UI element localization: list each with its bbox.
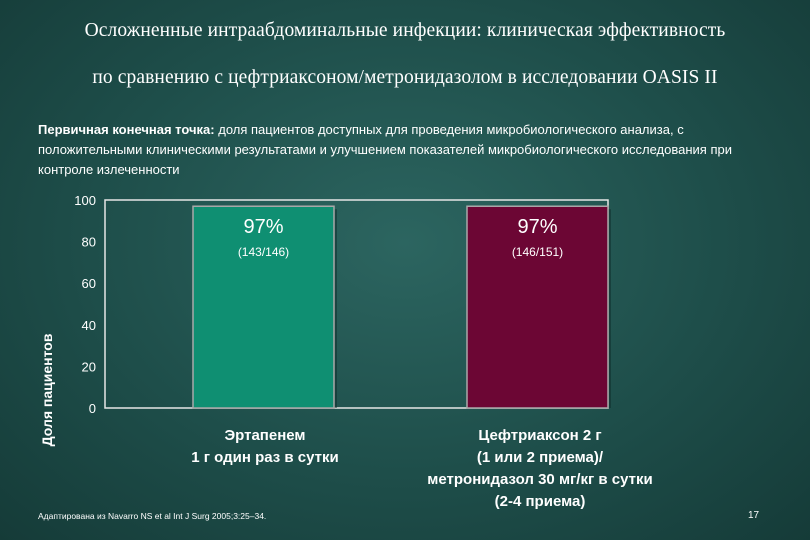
- category-label-line: Цефтриаксон 2 г: [478, 427, 602, 444]
- y-axis-label: Доля пациентов: [39, 333, 55, 446]
- endpoint-label: Первичная конечная точка:: [38, 122, 215, 137]
- endpoint-text: доля пациентов доступных для проведения …: [38, 122, 732, 177]
- bar-ceftriaxone: [466, 205, 609, 409]
- slide-title-line-2: по сравнению с цефтриаксоном/метронидазо…: [92, 67, 718, 88]
- y-tick-label: 100: [74, 193, 96, 208]
- category-label-line: метронидазол 30 мг/кг в сутки: [427, 471, 653, 488]
- bar-count-label: (146/151): [512, 245, 563, 259]
- bar-value-label: 97%: [243, 216, 283, 238]
- category-label-line: (2-4 приема): [494, 493, 586, 510]
- source-footnote: Адаптирована из Navarro NS et al Int J S…: [38, 511, 267, 521]
- category-label-line: 1 г один раз в сутки: [191, 449, 339, 466]
- bar-count-label: (143/146): [238, 245, 289, 259]
- y-tick-label: 60: [82, 276, 96, 291]
- category-label-ceftriaxone: Цефтриаксон 2 г (1 или 2 приема)/ метронид…: [395, 425, 685, 513]
- y-tick-label: 40: [82, 318, 96, 333]
- chart-labels: 97% (143/146) 97% (146/151): [238, 216, 563, 259]
- category-label-line: Эртапенем: [224, 427, 306, 444]
- category-label-line: (1 или 2 приема)/: [476, 449, 604, 466]
- category-label-ertapenem: Эртапенем 1 г один раз в сутки: [150, 425, 380, 469]
- page-number: 17: [748, 510, 760, 521]
- slide-title-line-1: Осложненные интраабдоминальные инфекции:…: [84, 20, 726, 41]
- endpoint-description: Первичная конечная точка: доля пациентов…: [38, 120, 758, 180]
- bar-value-label: 97%: [517, 216, 557, 238]
- y-tick-label: 0: [89, 401, 96, 416]
- y-tick-label: 20: [82, 359, 96, 374]
- bar-ertapenem: [192, 205, 335, 409]
- chart-bars: [192, 205, 611, 409]
- y-tick-label: 80: [82, 235, 96, 250]
